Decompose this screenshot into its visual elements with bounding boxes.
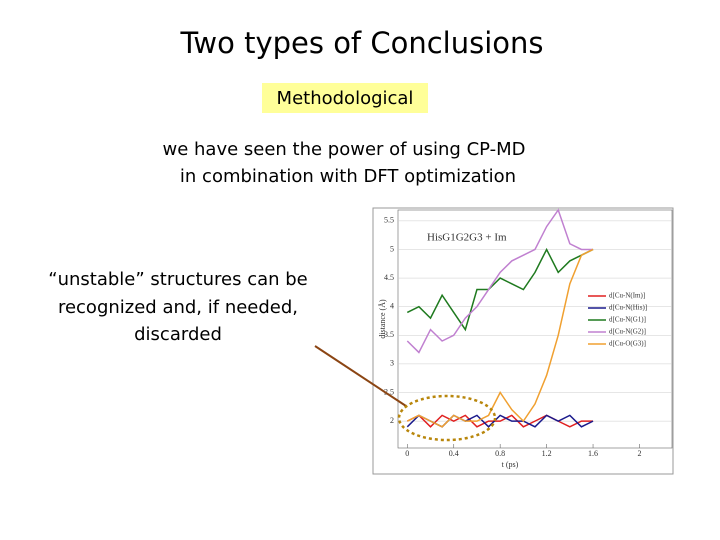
x-axis-label: t (ps): [502, 460, 519, 469]
y-tick-label: 2: [390, 416, 394, 425]
legend-label: d[Cu-N(G2)]: [609, 328, 646, 336]
legend-label: d[Cu-N(G1)]: [609, 316, 646, 324]
label: Methodological: [277, 88, 414, 109]
y-tick-label: 4.5: [384, 273, 394, 282]
y-tick-label: 3.5: [384, 330, 394, 339]
y-tick-label: 4: [390, 302, 394, 311]
y-tick-label: 5.5: [384, 216, 394, 225]
arrow: [314, 345, 407, 407]
legend-label: d[Cu-O(G3)]: [609, 340, 646, 348]
data-line: [406, 247, 594, 332]
chart: 2 2.5 3 3.5 4 4.5 5 5.5 0 0.4 0.8 1.2 1.6 2 t (ps) dist…: [378, 208, 673, 469]
chart-frame: [372, 207, 674, 475]
slide-title: Two types of Conclusions: [179, 26, 543, 60]
y-tick-label: 2.5: [384, 387, 394, 396]
statement-line: we have seen the power of using CP-MD: [162, 139, 525, 160]
statement-line: in combination with DFT optimization: [180, 166, 516, 187]
note-line: “unstable” structures can be: [48, 269, 308, 290]
plot-area: [397, 209, 673, 449]
legend-label: d[Cu-N(Im)]: [609, 292, 645, 300]
x-tick-label: 2: [637, 449, 641, 458]
note-line: discarded: [134, 324, 222, 345]
label-box: [262, 83, 428, 113]
data-line: [406, 248, 594, 428]
chart-title: HisG1G2G3 + Im: [427, 232, 507, 244]
x-tick-label: 1.2: [542, 449, 552, 458]
x-tick-label: 0.4: [449, 449, 459, 458]
data-line: [406, 414, 594, 428]
x-tick-label: 0.8: [495, 449, 505, 458]
highlight-circle: [397, 394, 497, 442]
x-tick-label: 0: [405, 449, 409, 458]
x-tick-label: 1.6: [588, 449, 598, 458]
data-line: [406, 208, 594, 354]
note-line: recognized and, if needed,: [58, 297, 298, 318]
y-tick-label: 5: [390, 244, 394, 253]
y-tick-label: 3: [390, 359, 394, 368]
legend-label: d[Cu-N(His)]: [609, 304, 647, 312]
y-axis-label: distance (Å): [378, 299, 387, 339]
